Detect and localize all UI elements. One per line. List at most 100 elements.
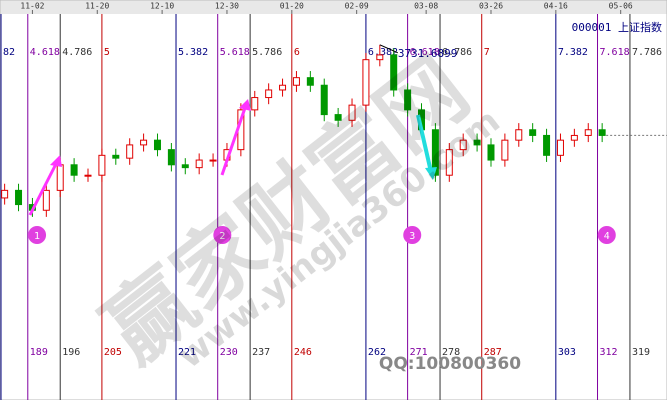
time-line-top-label: 4.786 (62, 47, 92, 58)
candle-body (306, 77, 314, 86)
time-line-bottom-label: 189 (30, 347, 48, 358)
candle-body (112, 154, 120, 159)
candle-body (292, 77, 300, 86)
candle-body (529, 129, 537, 136)
time-line-top-label: 5.786 (252, 47, 282, 58)
watermarks: 赢家财富网 www.yingjia360.com QQ:100800360 (86, 39, 521, 383)
time-line-bottom-label: 303 (558, 347, 576, 358)
x-tick-label: 04-16 (544, 2, 568, 11)
arrow (220, 104, 248, 176)
candle-body (251, 97, 259, 111)
candle-body (362, 59, 370, 106)
candle-body (84, 174, 92, 177)
candle-body (376, 54, 384, 61)
x-tick-label: 03-08 (414, 2, 438, 11)
time-line-bottom-label: 230 (220, 347, 238, 358)
watermark: 赢家财富网 (86, 39, 486, 383)
arrows (28, 99, 437, 216)
candle-body (15, 189, 23, 206)
marker-label: 4 (604, 231, 610, 242)
candle-body (390, 54, 398, 91)
arrow (28, 159, 60, 216)
arrow-head (50, 155, 62, 167)
candle-body (265, 89, 273, 99)
candle-body (98, 154, 106, 176)
marker-circle (28, 226, 47, 244)
candle-body (487, 144, 495, 161)
date-bar (0, 0, 667, 14)
marker-circle (213, 226, 232, 244)
time-line-top-label: 7.786 (632, 47, 662, 58)
time-line-top-label: 6 (294, 47, 300, 58)
arrow-head (425, 167, 437, 180)
marker-circle (597, 226, 616, 244)
x-tick-label: 01-20 (280, 2, 304, 11)
x-tick-label: 11-02 (20, 2, 44, 11)
candle-body (1, 189, 9, 199)
candle-body (153, 139, 161, 151)
candle-body (181, 164, 189, 169)
candle-body (473, 139, 481, 146)
candle-body (126, 144, 134, 159)
peak-label: 3731.6899 (398, 47, 458, 60)
arrow (416, 114, 433, 173)
candle-body (556, 139, 564, 156)
time-line-bottom-label: 196 (62, 347, 80, 358)
candle-body (584, 129, 592, 136)
time-line-top-label: 4.618 (30, 47, 60, 58)
x-tick-label: 02-09 (345, 2, 369, 11)
time-line-top-label: 6.382 (368, 47, 398, 58)
candle-body (570, 134, 578, 141)
time-line-bottom-label: 287 (484, 347, 502, 358)
x-tick-label: 11-20 (85, 2, 109, 11)
candle-body (459, 139, 467, 151)
candle-body (167, 149, 175, 166)
symbol: 000001 上证指数 (572, 20, 662, 34)
time-line-top-label: 82 (3, 47, 15, 58)
time-line-top-label: 5.382 (178, 47, 208, 58)
candle-body (209, 159, 217, 162)
candle-body (501, 139, 509, 161)
time-line-bottom-label: 262 (368, 347, 386, 358)
candle-body (445, 149, 453, 176)
time-line-top-label: 6.786 (442, 47, 472, 58)
peak-pointer (379, 44, 399, 54)
time-line-bottom-label: 278 (442, 347, 460, 358)
time-line-top-label: 5 (104, 47, 110, 58)
marker-label: 3 (409, 231, 415, 242)
arrow-head (239, 99, 251, 111)
time-line-bottom-label: 319 (632, 347, 650, 358)
candle-body (56, 164, 64, 191)
candle-body (515, 129, 523, 141)
candle-body (70, 164, 78, 176)
time-line-bottom-label: 221 (178, 347, 196, 358)
candle-body (431, 129, 439, 176)
x-tick-label: 05-06 (609, 2, 633, 11)
marker-circle (403, 226, 422, 244)
time-line-bottom-label: 237 (252, 347, 270, 358)
marker-label: 1 (34, 231, 40, 242)
time-line-bottom-label: 205 (104, 347, 122, 358)
marker-label: 2 (219, 231, 225, 242)
candle-body (598, 129, 606, 136)
time-line-top-label: 7 (484, 47, 490, 58)
candle-body (320, 84, 328, 116)
x-tick-label: 12-10 (150, 2, 174, 11)
candle-body (195, 159, 203, 169)
candle-body (279, 84, 287, 91)
candle-body (140, 139, 148, 146)
time-line-bottom-label: 312 (600, 347, 618, 358)
time-line-bottom-label: 246 (294, 347, 312, 358)
time-line-top-label: 7.382 (558, 47, 588, 58)
watermark: QQ:100800360 (379, 354, 521, 374)
x-tick-label: 03-26 (479, 2, 503, 11)
time-line-bottom-label: 271 (410, 347, 428, 358)
candle-body (334, 114, 342, 121)
candle-body (348, 104, 356, 121)
time-line-top-label: 7.618 (600, 47, 630, 58)
x-tick-label: 12-30 (215, 2, 239, 11)
time-line-top-label: 6.618 (410, 47, 440, 58)
candle-body (404, 89, 412, 111)
candle-body (543, 134, 551, 156)
